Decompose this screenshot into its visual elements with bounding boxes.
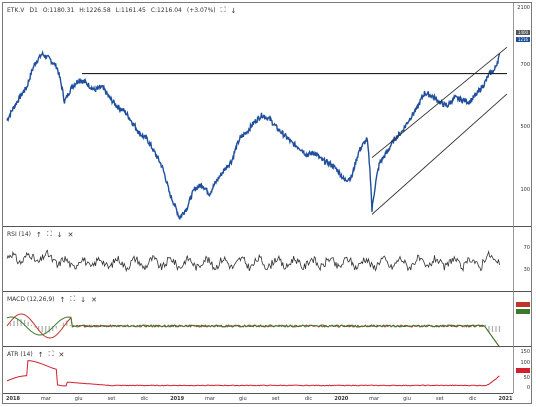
rsi-label: RSI (14) — [7, 231, 31, 238]
y-tick-label: 2100 — [517, 5, 530, 11]
rsi-plot — [6, 249, 500, 273]
maximize-icon[interactable]: ⛶ — [48, 350, 54, 358]
macd-header: MACD (12,26,9) ↑ ⛶ ↓ ✕ — [7, 295, 97, 304]
macd-pane: MACD (12,26,9) ↑ ⛶ ↓ ✕ — [3, 291, 513, 348]
move-down-icon[interactable]: ↓ — [56, 230, 63, 239]
high-value: H:1226.58 — [79, 7, 111, 14]
y-tick-label: 0 — [526, 385, 530, 391]
price-y-axis: 2100 1400 1216 700 500 100 — [513, 3, 531, 226]
move-down-icon[interactable]: ↓ — [230, 6, 237, 15]
move-up-icon[interactable]: ↑ — [37, 350, 44, 359]
atr-plot — [6, 360, 500, 387]
change-value: (+3.07%) — [186, 7, 216, 14]
atr-header: ATR (14) ↑ ⛶ ✕ — [7, 350, 64, 359]
x-tick-label: set — [271, 396, 280, 402]
x-tick-label: 2021 — [498, 396, 513, 402]
symbol-label: ETK.V — [7, 7, 25, 14]
price-pane: ETK.V D1 O:1180.31 H:1226.58 L:1161.45 C… — [3, 3, 513, 226]
last-value-badge: 1400 — [516, 30, 530, 35]
close-value: C:1216.04 — [150, 7, 182, 14]
rsi-y-axis: 70 30 — [513, 226, 531, 291]
x-tick-label: giu — [403, 396, 411, 402]
macd-y-axis — [513, 291, 531, 346]
x-tick-label: dic — [469, 396, 477, 402]
y-tick-label: 30 — [523, 267, 530, 273]
price-header: ETK.V D1 O:1180.31 H:1226.58 L:1161.45 C… — [7, 6, 236, 15]
x-tick-label: giu — [74, 396, 83, 402]
macd-plot — [6, 313, 501, 348]
x-tick-label: 2020 — [334, 396, 349, 402]
close-icon[interactable]: ✕ — [67, 230, 74, 239]
rsi-header: RSI (14) ↑ ⛶ ↓ ✕ — [7, 230, 74, 239]
open-value: O:1180.31 — [42, 7, 75, 14]
move-up-icon[interactable]: ↑ — [35, 230, 42, 239]
macd-line — [6, 313, 500, 348]
x-tick-label: mar — [205, 396, 215, 402]
period-label: D1 — [29, 7, 38, 14]
atr-label: ATR (14) — [7, 351, 33, 358]
macd-label: MACD (12,26,9) — [7, 296, 55, 303]
x-tick-label: dic — [140, 396, 148, 402]
maximize-icon[interactable]: ⛶ — [70, 295, 76, 303]
y-tick-label: 100 — [520, 360, 530, 366]
x-tick-label: 2019 — [170, 396, 185, 402]
x-tick-label: set — [436, 396, 444, 402]
price-plot — [6, 46, 508, 220]
x-tick-label: 2018 — [6, 396, 20, 402]
signal-line — [6, 316, 500, 348]
x-tick-label: mar — [40, 396, 51, 402]
close-icon[interactable]: ✕ — [91, 295, 98, 304]
maximize-icon[interactable]: ⛶ — [46, 230, 52, 238]
y-tick-label: 100 — [520, 187, 530, 193]
channel-upper-line — [371, 46, 508, 158]
low-value: L:1161.45 — [115, 7, 146, 14]
x-axis: 2018 mar giu set dic 2019 mar giu set dic 2020 mar g… — [3, 393, 513, 405]
last-close-badge: 1216 — [516, 37, 530, 42]
atr-line — [6, 360, 500, 387]
x-tick-label: mar — [369, 396, 380, 402]
maximize-icon[interactable]: ⛶ — [220, 6, 226, 14]
y-tick-label: 150 — [520, 349, 530, 355]
chart-frame: ETK.V D1 O:1180.31 H:1226.58 L:1161.45 C… — [2, 2, 532, 404]
y-tick-label: 50 — [523, 375, 530, 381]
close-icon[interactable]: ✕ — [58, 350, 65, 359]
atr-value-badge — [516, 368, 530, 373]
price-line — [6, 49, 501, 220]
x-tick-label: set — [107, 396, 116, 402]
rsi-line — [6, 249, 500, 273]
y-tick-label: 70 — [523, 245, 530, 251]
move-down-icon[interactable]: ↓ — [80, 295, 87, 304]
channel-lower-line — [371, 93, 508, 215]
macd-value-badge — [516, 302, 530, 307]
atr-pane: ATR (14) ↑ ⛶ ✕ — [3, 346, 513, 393]
signal-value-badge — [516, 309, 530, 314]
rsi-pane: RSI (14) ↑ ⛶ ↓ ✕ — [3, 226, 513, 291]
y-tick-label: 500 — [520, 124, 530, 130]
x-tick-label: dic — [304, 396, 313, 402]
atr-y-axis: 150 100 50 0 — [513, 346, 531, 393]
y-tick-label: 700 — [520, 62, 530, 68]
move-up-icon[interactable]: ↑ — [59, 295, 66, 304]
x-tick-label: giu — [238, 396, 247, 402]
